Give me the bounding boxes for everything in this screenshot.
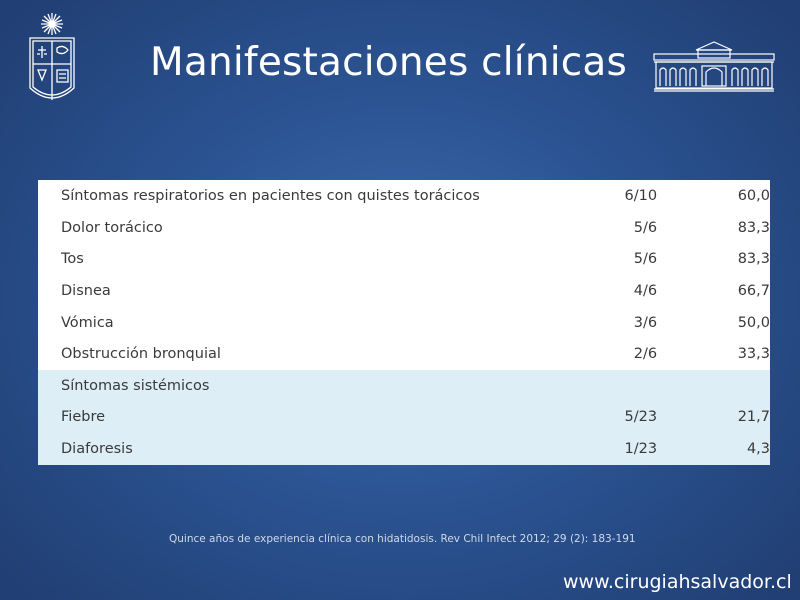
table-row: Vómica 3/6 50,0: [38, 306, 770, 339]
table-row: Obstrucción bronquial 2/6 33,3: [38, 338, 770, 370]
row-percent: 83,3: [737, 219, 770, 236]
row-fraction: 1/23: [624, 440, 658, 457]
citation-footnote: Quince años de experiencia clínica con h…: [169, 533, 636, 545]
row-fraction: 3/6: [633, 314, 658, 331]
table-row: Dolor torácico 5/6 83,3: [38, 212, 770, 244]
table-row: Síntomas respiratorios en pacientes con …: [38, 180, 770, 212]
row-percent: 50,0: [737, 314, 770, 331]
row-percent: 33,3: [737, 346, 770, 363]
row-fraction: 4/6: [633, 282, 658, 299]
table-row: Diaforesis 1/23 4,3: [38, 433, 770, 465]
website-url: www.cirugiahsalvador.cl: [563, 571, 792, 593]
row-label: Disnea: [61, 282, 111, 299]
row-label: Obstrucción bronquial: [61, 346, 221, 363]
row-label: Diaforesis: [61, 440, 133, 457]
row-label: Fiebre: [61, 409, 106, 426]
row-percent: 21,7: [737, 409, 770, 426]
row-fraction: 2/6: [633, 346, 658, 363]
table-row: Tos 5/6 83,3: [38, 243, 770, 276]
section-label: Síntomas sistémicos: [61, 377, 210, 394]
row-percent: 66,7: [737, 282, 770, 299]
slide-title: Manifestaciones clínicas: [150, 40, 628, 85]
row-label: Dolor torácico: [61, 219, 163, 236]
row-label: Síntomas respiratorios en pacientes con …: [61, 188, 480, 204]
row-fraction: 5/6: [633, 251, 658, 268]
table-row: Fiebre 5/23 21,7: [38, 401, 770, 434]
symptoms-table: Síntomas respiratorios en pacientes con …: [38, 180, 770, 465]
row-fraction: 5/6: [633, 219, 658, 236]
row-label: Tos: [61, 251, 84, 268]
building-facade-icon: [653, 41, 775, 92]
row-percent: 83,3: [737, 251, 770, 268]
row-percent: 60,0: [737, 188, 770, 204]
university-crest-icon: [29, 13, 75, 100]
row-percent: 4,3: [746, 440, 770, 457]
row-fraction: 6/10: [624, 188, 658, 204]
table-section-header: Síntomas sistémicos: [38, 369, 770, 402]
row-label: Vómica: [61, 314, 114, 331]
row-fraction: 5/23: [624, 409, 658, 426]
table-row: Disnea 4/6 66,7: [38, 275, 770, 307]
